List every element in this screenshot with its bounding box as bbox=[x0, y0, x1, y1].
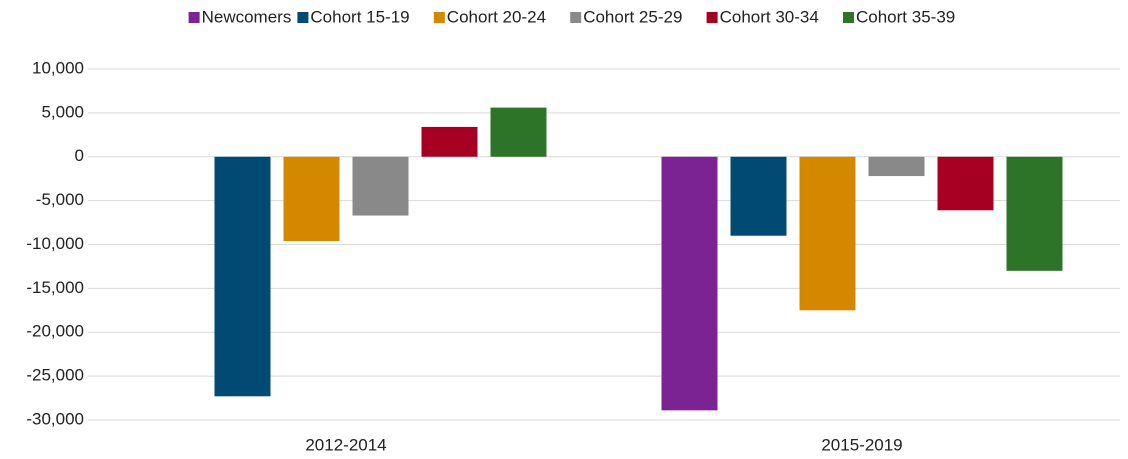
bar bbox=[799, 156, 856, 311]
y-tick-label: -5,000 bbox=[36, 190, 84, 209]
bar bbox=[1006, 156, 1063, 271]
x-tick-label: 2015-2019 bbox=[821, 435, 902, 454]
legend-swatch bbox=[706, 12, 718, 23]
legend-label: Cohort 15-19 bbox=[310, 7, 409, 26]
y-tick-label: -15,000 bbox=[26, 278, 84, 297]
legend-label: Cohort 20-24 bbox=[447, 7, 546, 26]
legend-label: Cohort 25-29 bbox=[583, 7, 682, 26]
x-tick-label: 2012-2014 bbox=[305, 435, 386, 454]
legend-swatch bbox=[433, 12, 445, 23]
legend-swatch bbox=[843, 12, 854, 23]
y-tick-label: 5,000 bbox=[41, 102, 84, 121]
legend-swatch bbox=[297, 12, 309, 23]
y-tick-label: -25,000 bbox=[26, 366, 84, 385]
bar bbox=[352, 156, 409, 216]
legend-swatch bbox=[188, 12, 200, 23]
y-tick-label: 0 bbox=[75, 146, 84, 165]
y-tick-label: -20,000 bbox=[26, 322, 84, 341]
bar bbox=[214, 156, 271, 397]
y-tick-label: -30,000 bbox=[26, 409, 84, 428]
bar bbox=[490, 107, 547, 157]
legend-swatch bbox=[570, 12, 582, 23]
legend-label: Newcomers bbox=[202, 7, 292, 26]
legend-label: Cohort 30-34 bbox=[720, 7, 819, 26]
bar bbox=[421, 126, 478, 157]
bar bbox=[868, 156, 925, 177]
bar bbox=[730, 156, 787, 236]
bar bbox=[661, 156, 718, 411]
bar bbox=[937, 156, 994, 211]
y-tick-label: 10,000 bbox=[32, 58, 84, 77]
y-tick-label: -10,000 bbox=[26, 234, 84, 253]
legend-label: Cohort 35-39 bbox=[856, 7, 955, 26]
bar bbox=[283, 156, 340, 241]
